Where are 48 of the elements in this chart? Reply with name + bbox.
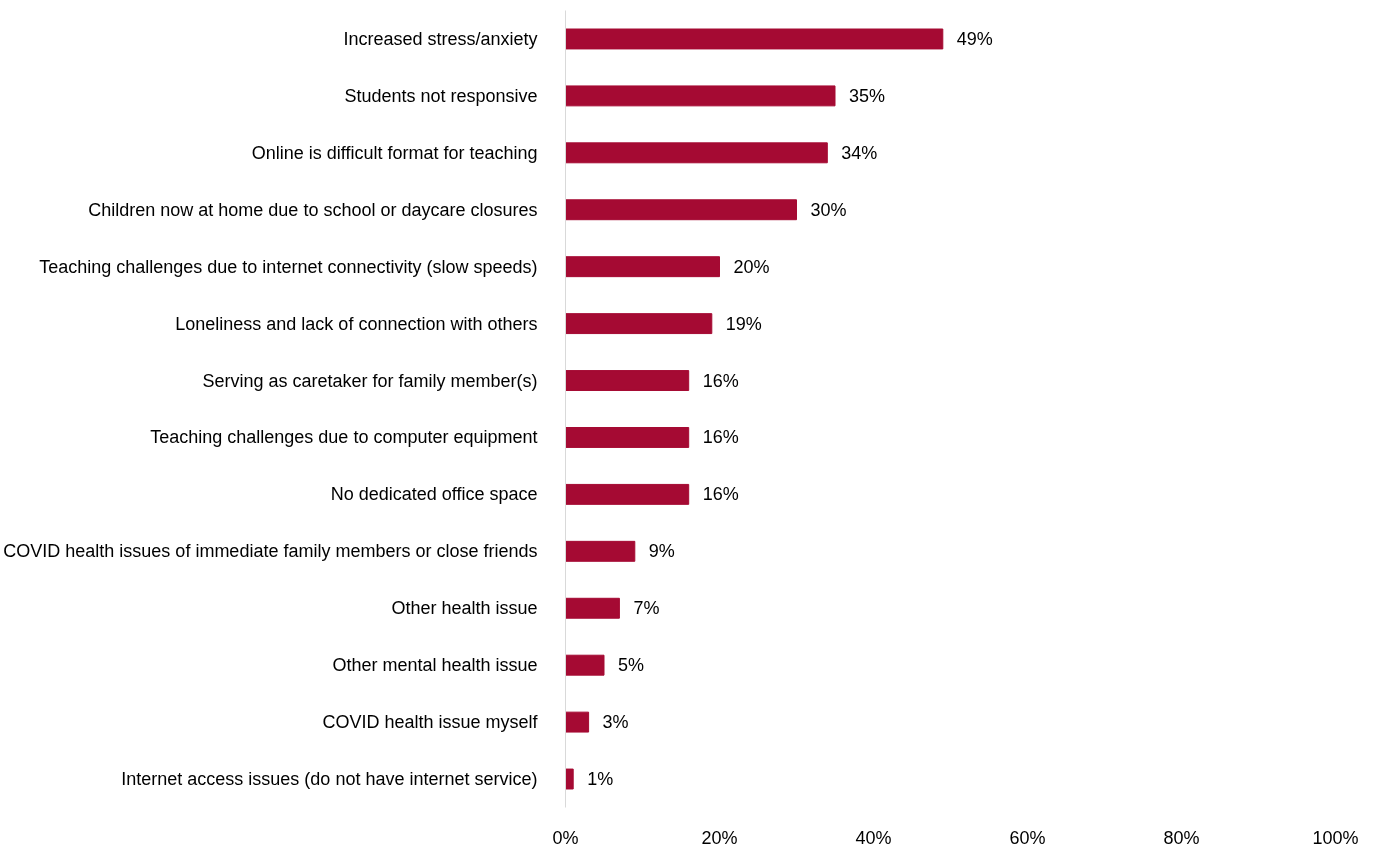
data-label: 16%	[702, 484, 739, 505]
data-label: 1%	[587, 769, 614, 790]
bar	[565, 199, 797, 221]
y-tick-label: Other health issue	[391, 598, 538, 619]
y-tick-label: Internet access issues (do not have internet service)	[121, 769, 538, 790]
bar	[565, 768, 574, 790]
bar	[565, 28, 944, 50]
x-tick-label: 80%	[1163, 827, 1200, 848]
y-tick-label: Teaching challenges due to computer equipment	[150, 427, 538, 448]
data-label: 30%	[810, 199, 847, 220]
y-tick-label: Children now at home due to school or daycare closures	[88, 199, 538, 220]
bar	[565, 597, 620, 619]
bar	[565, 85, 836, 107]
data-label: 35%	[849, 85, 886, 106]
y-tick-label: Teaching challenges due to internet connectivity (slow speeds)	[39, 256, 538, 277]
bar	[565, 256, 720, 278]
bar	[565, 654, 605, 676]
y-tick-label: Increased stress/anxiety	[343, 28, 538, 49]
bar	[565, 370, 690, 391]
x-tick-label: 100%	[1312, 827, 1359, 848]
data-label: 49%	[956, 28, 993, 49]
y-tick-label: COVID health issues of immediate family members or close friends	[3, 541, 538, 562]
bar	[565, 483, 690, 505]
data-label: 3%	[602, 712, 629, 733]
y-tick-label: Online is difficult format for teaching	[251, 142, 538, 163]
x-tick-label: 40%	[855, 827, 892, 848]
y-tick-label: Other mental health issue	[332, 655, 538, 676]
y-tick-label: Serving as caretaker for family member(s)	[202, 370, 538, 391]
bar	[565, 540, 636, 562]
data-label: 16%	[702, 427, 739, 448]
y-tick-label: Students not responsive	[344, 85, 538, 106]
bar	[565, 142, 828, 164]
x-tick-label: 20%	[701, 827, 738, 848]
x-tick-label: 0%	[552, 827, 579, 848]
bar	[565, 711, 590, 733]
data-label: 5%	[618, 655, 645, 676]
data-label: 9%	[648, 541, 675, 562]
data-label: 7%	[633, 598, 660, 619]
data-label: 16%	[702, 370, 739, 391]
y-tick-label: Loneliness and lack of connection with others	[175, 313, 538, 334]
data-label: 20%	[733, 256, 770, 277]
y-tick-label: COVID health issue myself	[322, 712, 539, 733]
bar	[565, 427, 690, 448]
data-label: 19%	[725, 313, 762, 334]
x-tick-label: 60%	[1009, 827, 1046, 848]
data-label: 34%	[841, 142, 878, 163]
bar	[565, 313, 713, 335]
y-tick-label: No dedicated office space	[330, 484, 538, 505]
